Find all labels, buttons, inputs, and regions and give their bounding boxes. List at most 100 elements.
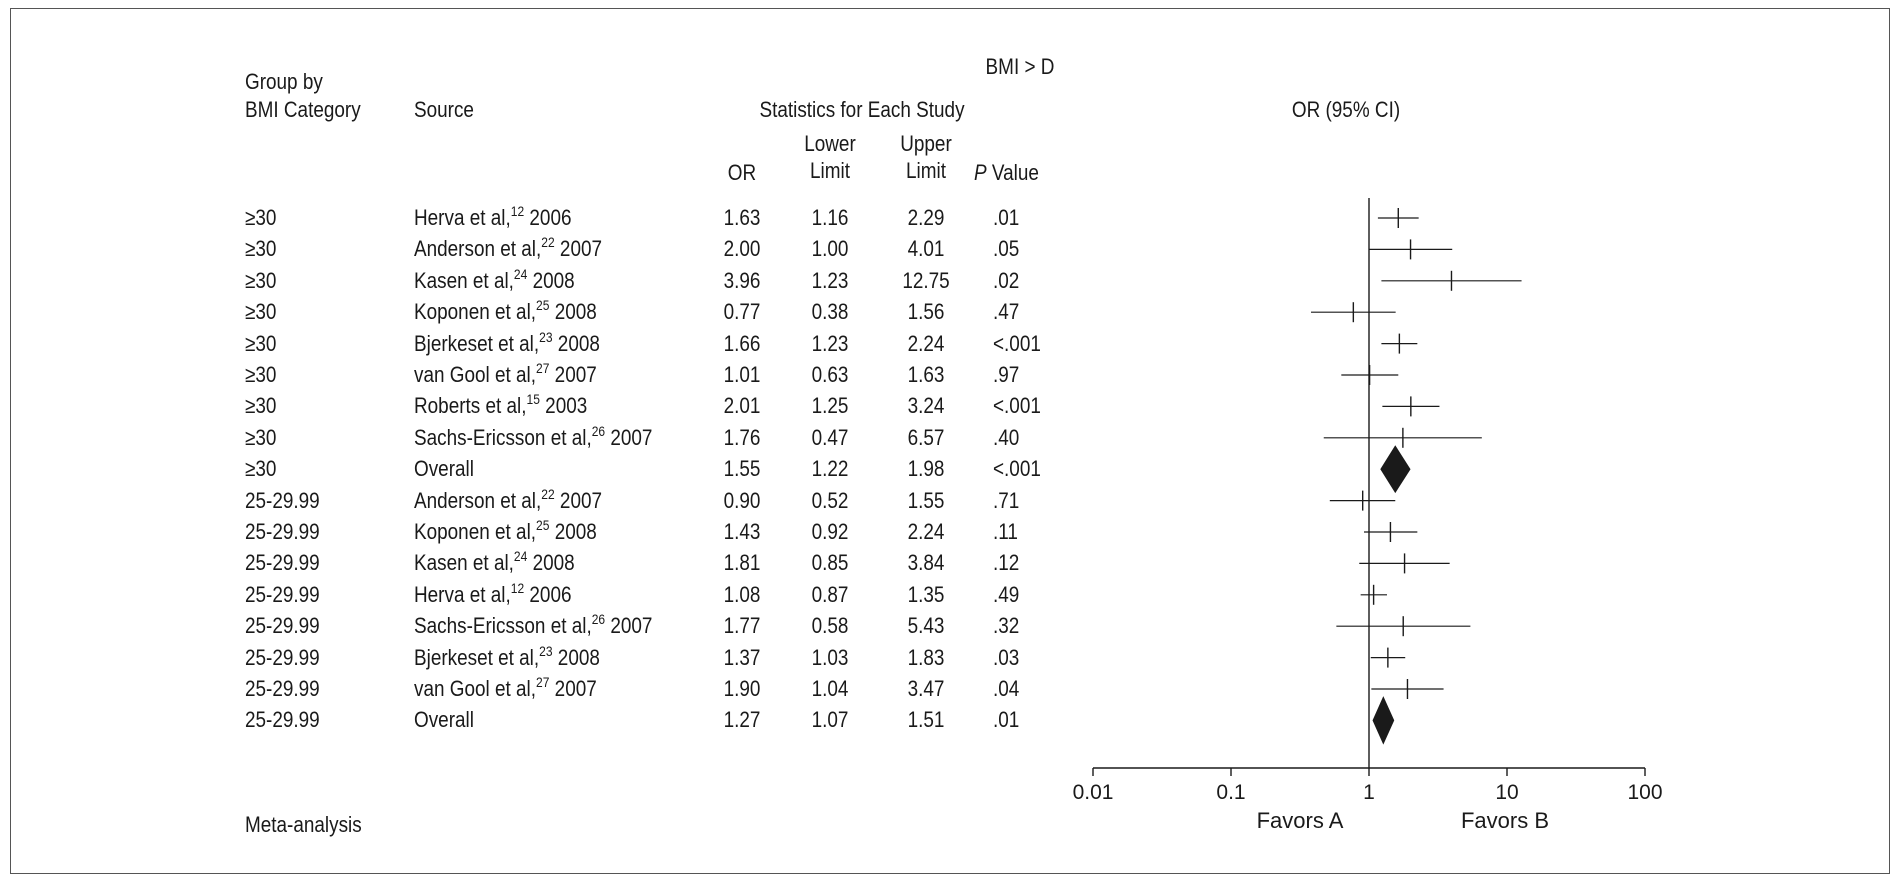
- bmi-category-cell: 25-29.99: [245, 581, 320, 607]
- p-value-cell: .40: [993, 424, 1020, 450]
- or-header: OR: [727, 160, 757, 185]
- x-tick-label: 1: [1363, 781, 1375, 804]
- bmi-category-cell: ≥30: [245, 393, 277, 419]
- p-value-cell: <.001: [993, 456, 1041, 482]
- upper-limit-cell: 12.75: [902, 267, 950, 293]
- source-year: 2006: [524, 205, 572, 230]
- bmi-category-cell: 25-29.99: [245, 613, 320, 639]
- or-cell: 2.00: [723, 236, 761, 262]
- upper-limit-cell: 2.24: [907, 330, 945, 356]
- bmi-category-cell: 25-29.99: [245, 487, 320, 513]
- source-year: 2008: [552, 644, 600, 670]
- p-value-cell: .49: [993, 581, 1020, 607]
- figure-frame: [10, 8, 1890, 874]
- source-author: van Gool et al,: [414, 676, 537, 701]
- upper-limit-cell: 2.29: [907, 205, 945, 230]
- source-year: 2007: [605, 613, 653, 639]
- source-reference: 26: [591, 611, 606, 628]
- source-year: 2008: [549, 299, 597, 325]
- bmi-category-cell: ≥30: [245, 205, 277, 230]
- or-cell: 1.63: [723, 205, 761, 230]
- source-author: Kasen et al,: [414, 550, 514, 576]
- lower-limit-cell: 1.23: [811, 267, 849, 293]
- source-year: 2007: [554, 487, 603, 513]
- or-cell: 1.43: [723, 519, 761, 544]
- or-cell: 1.08: [723, 581, 761, 607]
- chart-title: BMI > D: [985, 54, 1055, 79]
- or-cell: 1.76: [723, 424, 761, 450]
- or-cell: 0.90: [723, 487, 761, 513]
- lower-limit-cell: 0.58: [811, 613, 849, 639]
- upper-limit-cell: 1.98: [907, 456, 945, 482]
- p-value-cell: .05: [993, 236, 1020, 262]
- source-reference: 23: [539, 328, 553, 345]
- or-cell: 2.01: [723, 393, 761, 419]
- source-cell: Sachs-Ericsson et al,26 2007: [414, 611, 653, 639]
- source-year: 2006: [524, 581, 572, 607]
- p-value-header-rest: Value: [986, 160, 1039, 185]
- source-author: Sachs-Ericsson et al,: [414, 613, 592, 639]
- bmi-category-cell: ≥30: [245, 456, 277, 482]
- source-reference: 12: [510, 203, 525, 219]
- source-cell: Anderson et al,22 2007: [414, 485, 603, 513]
- stats-header: Statistics for Each Study: [759, 97, 965, 122]
- or-cell: 1.55: [723, 456, 761, 482]
- lower-limit-cell: 1.16: [811, 205, 849, 230]
- upper-limit-cell: 1.35: [907, 581, 945, 607]
- lower-limit-cell: 1.25: [811, 393, 849, 419]
- bmi-category-cell: ≥30: [245, 267, 277, 293]
- p-value-cell: .97: [993, 362, 1020, 387]
- p-value-cell: .04: [993, 676, 1020, 701]
- or-cell: 1.77: [723, 613, 761, 639]
- source-cell: Koponen et al,25 2008: [414, 518, 597, 544]
- upper-limit-cell: 1.63: [907, 362, 945, 387]
- source-cell: Sachs-Ericsson et al,26 2007: [414, 422, 652, 450]
- lower-limit-header-line1: Lower: [804, 131, 856, 156]
- source-header: Source: [414, 97, 474, 122]
- source-cell: van Gool et al,27 2007: [414, 361, 597, 387]
- source-author: Roberts et al,: [414, 393, 527, 419]
- p-value-cell: .12: [993, 550, 1020, 576]
- lower-limit-cell: 0.38: [811, 299, 849, 325]
- source-year: 2007: [554, 236, 603, 262]
- p-value-cell: .01: [993, 707, 1020, 733]
- lower-limit-cell: 1.00: [811, 236, 849, 262]
- source-author: Overall: [414, 707, 474, 733]
- p-value-header-italic: P: [974, 160, 987, 185]
- source-reference: 25: [536, 297, 550, 314]
- p-value-cell: .32: [993, 613, 1020, 639]
- p-value-cell: <.001: [993, 330, 1041, 356]
- p-value-header: P Value: [974, 161, 1039, 185]
- bmi-category-cell: ≥30: [245, 362, 277, 387]
- source-author: Overall: [414, 456, 474, 482]
- source-reference: 26: [591, 422, 606, 439]
- source-author: Koponen et al,: [414, 519, 537, 544]
- source-year: 2008: [527, 550, 575, 576]
- source-cell: Bjerkeset et al,23 2008: [414, 328, 600, 356]
- source-reference: 24: [513, 548, 528, 565]
- x-tick-label: 100: [1627, 781, 1662, 804]
- lower-limit-cell: 1.03: [811, 644, 849, 670]
- source-cell: Koponen et al,25 2008: [414, 297, 597, 325]
- plot-header: OR (95% CI): [1291, 97, 1401, 122]
- source-author: Sachs-Ericsson et al,: [414, 424, 592, 450]
- lower-limit-cell: 1.23: [811, 330, 849, 356]
- source-author: Anderson et al,: [414, 236, 542, 262]
- source-reference: 15: [526, 391, 540, 408]
- source-cell: Kasen et al,24 2008: [414, 265, 575, 293]
- or-cell: 1.37: [723, 644, 761, 670]
- upper-limit-cell: 2.24: [907, 519, 945, 544]
- upper-limit-header-line1: Upper: [900, 131, 952, 156]
- upper-limit-cell: 1.51: [907, 707, 945, 733]
- bmi-category-cell: 25-29.99: [245, 707, 320, 733]
- source-author: Herva et al,: [414, 205, 511, 230]
- source-reference: 24: [513, 265, 528, 282]
- overall-diamond: [1380, 445, 1411, 494]
- source-reference: 22: [541, 485, 555, 502]
- bmi-category-cell: ≥30: [245, 236, 277, 262]
- p-value-cell: .01: [993, 205, 1020, 230]
- source-author: van Gool et al,: [414, 362, 537, 387]
- source-cell: Overall: [414, 457, 474, 481]
- source-author: Herva et al,: [414, 581, 511, 607]
